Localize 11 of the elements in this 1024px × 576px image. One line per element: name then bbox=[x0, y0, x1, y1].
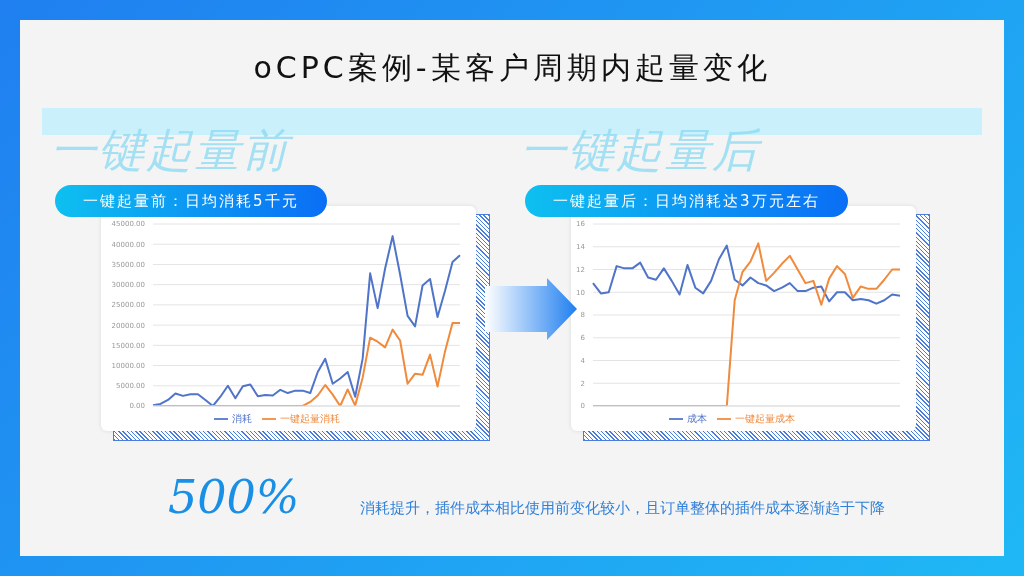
line-series bbox=[592, 244, 901, 305]
line-series bbox=[152, 235, 461, 406]
chart-title: 一键起量前：日均消耗5千元 bbox=[55, 185, 327, 217]
legend-label: 一键起量成本 bbox=[734, 413, 795, 424]
legend-label: 一键起量消耗 bbox=[279, 413, 340, 424]
text: 500% bbox=[168, 470, 300, 524]
legend-label: 消耗 bbox=[231, 413, 252, 424]
legend-label: 成本 bbox=[686, 413, 707, 424]
text: oCPC案例-某客户周期内起量变化 bbox=[252, 49, 772, 87]
text: 消耗提升，插件成本相比使用前变化较小，且订单整体的插件成本逐渐趋于下降 bbox=[359, 498, 886, 519]
chart-title: 一键起量后：日均消耗达3万元左右 bbox=[525, 185, 848, 217]
